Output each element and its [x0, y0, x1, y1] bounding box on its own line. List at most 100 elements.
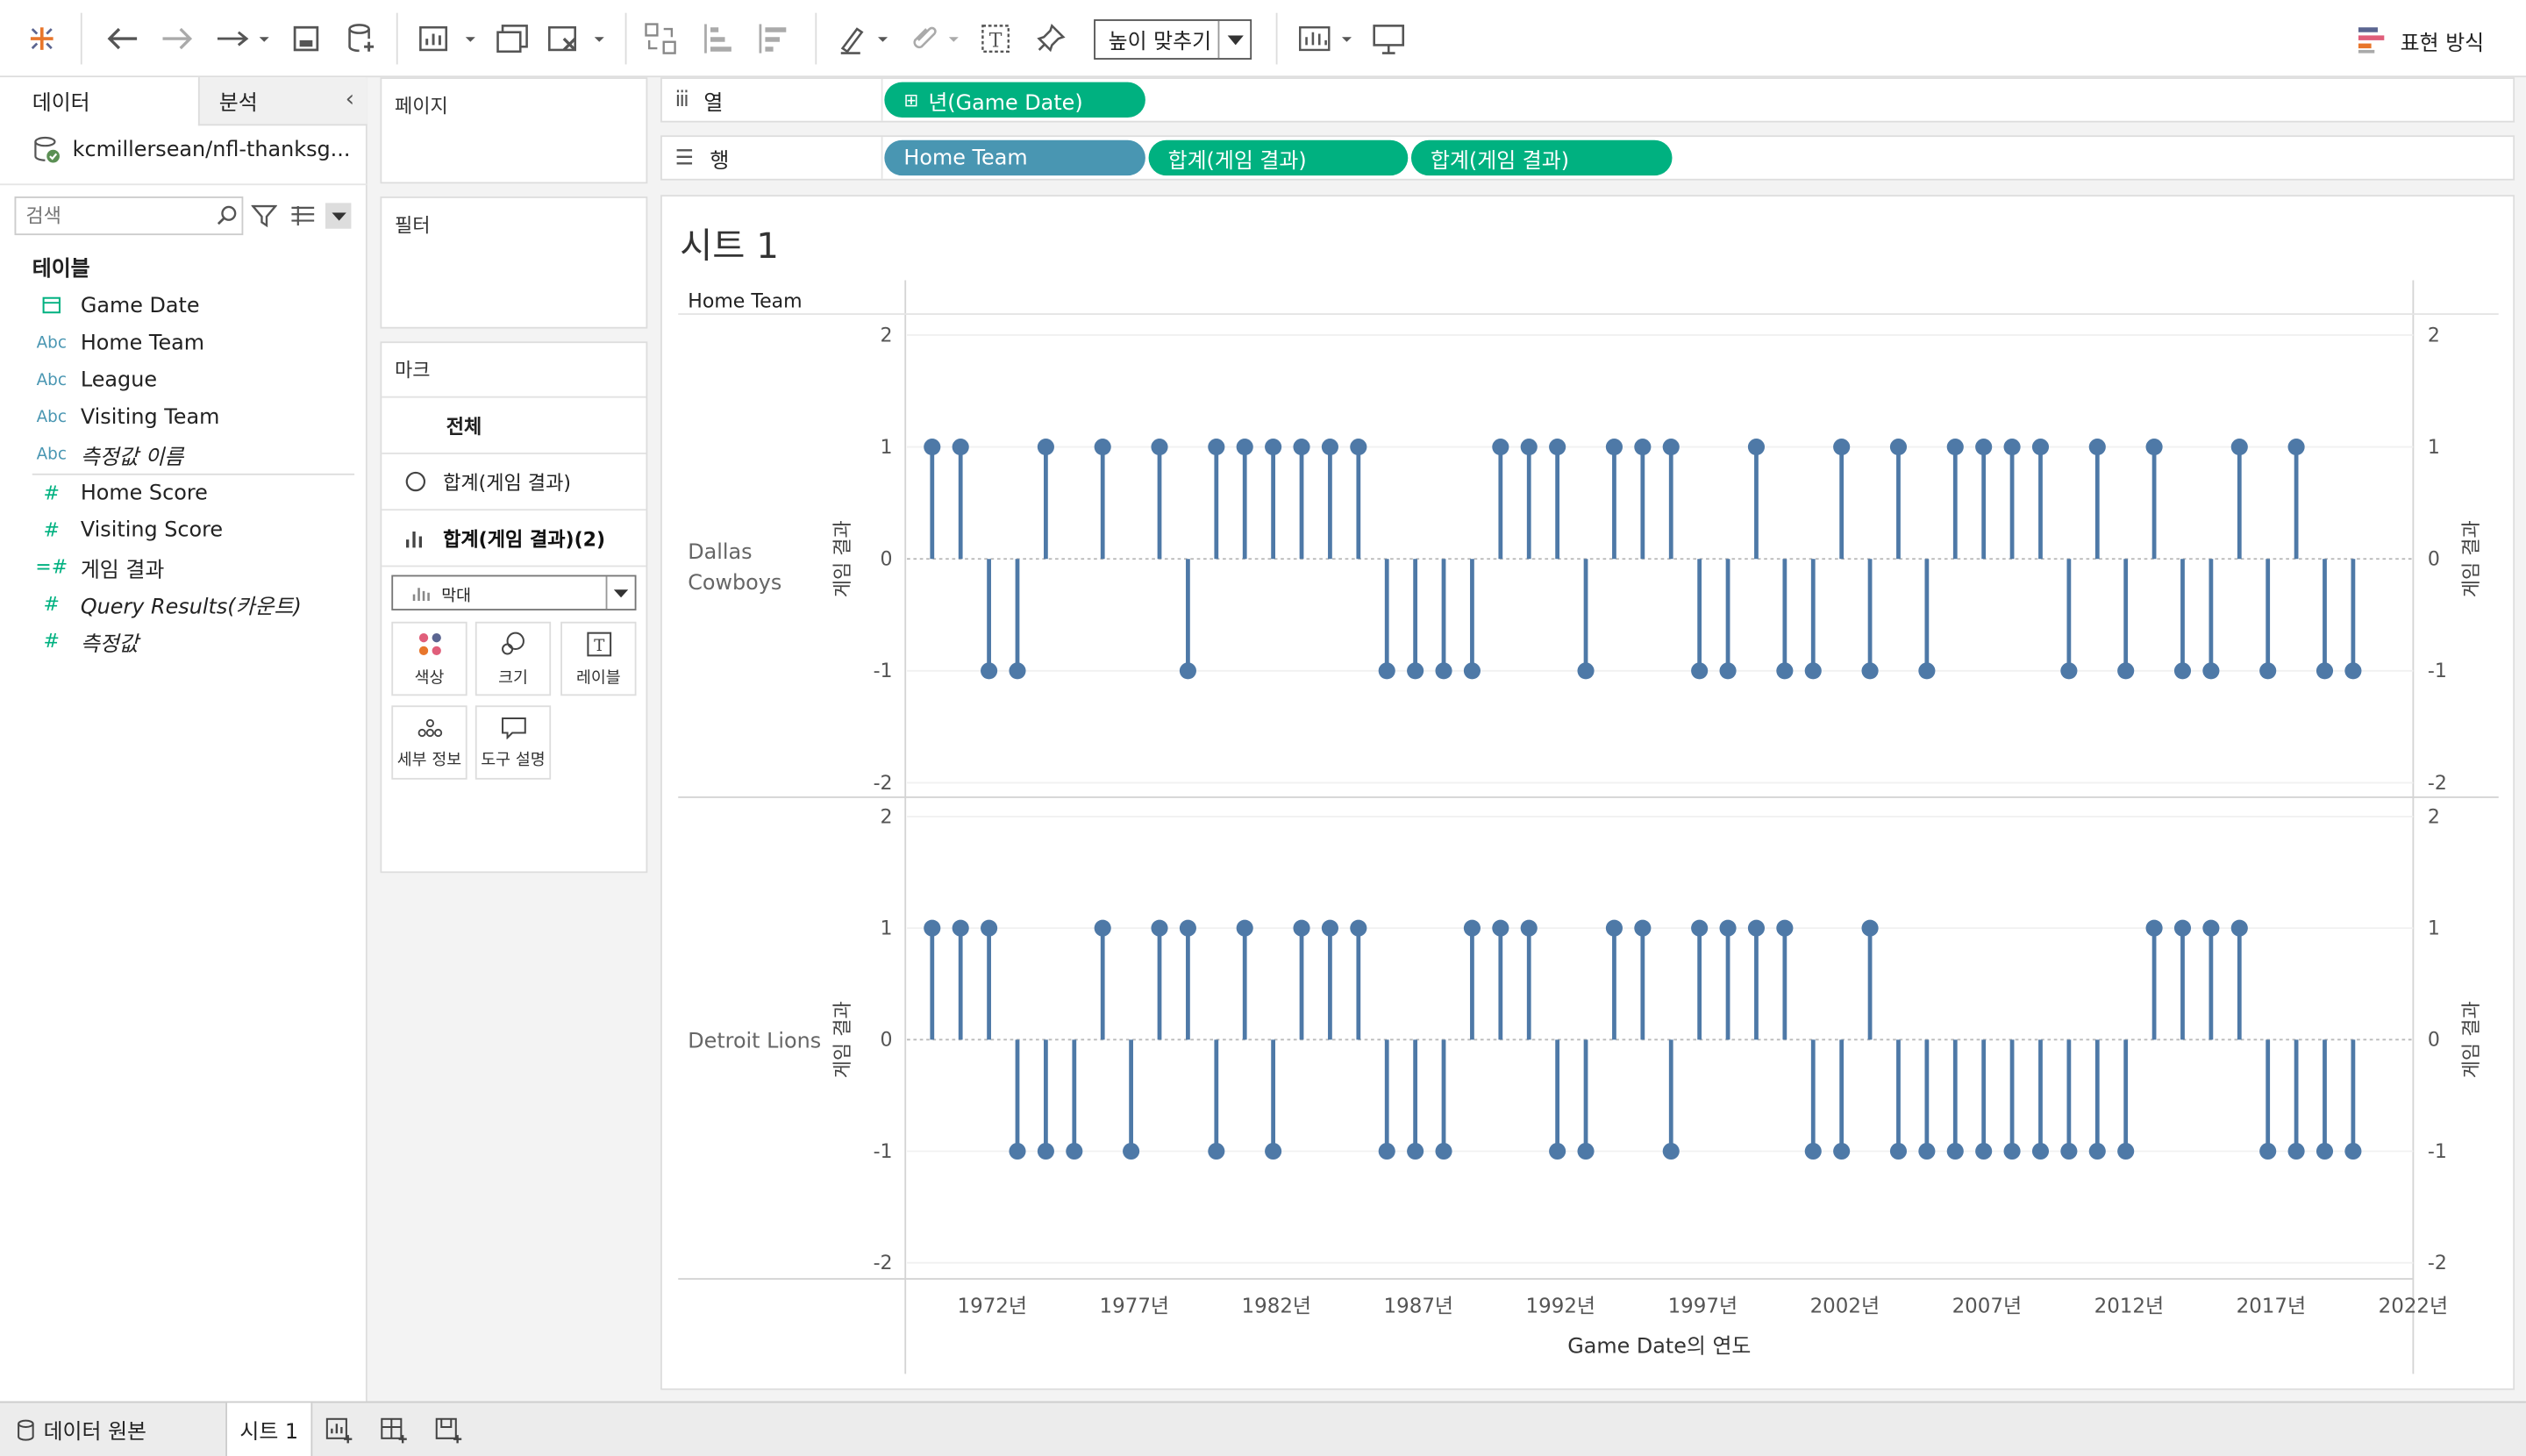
show-me-button[interactable]: 표현 방식 [2355, 23, 2484, 58]
lollipop-dot [1094, 919, 1111, 937]
lollipop-dot [1407, 662, 1424, 680]
tab-analysis[interactable]: 분석 ‹ [197, 77, 367, 126]
lollipop-dot [1293, 919, 1310, 937]
field-item[interactable]: # Query Results(카운트) [32, 588, 302, 620]
label-icon: T [586, 631, 611, 656]
tab-data[interactable]: 데이터 [0, 77, 198, 126]
field-item[interactable]: =# 게임 결과 [32, 551, 164, 583]
detail-button[interactable]: 세부 정보 [391, 705, 467, 780]
rows-pill-home-team[interactable]: Home Team [884, 139, 1145, 176]
label-button[interactable]: T 레이블 [560, 621, 637, 696]
tableau-logo-icon[interactable] [23, 19, 61, 58]
new-worksheet-icon[interactable] [416, 19, 483, 58]
columns-pill-year[interactable]: ⊞ 년(Game Date) [884, 82, 1145, 118]
fit-dropdown[interactable]: 높이 맞추기 [1094, 19, 1252, 60]
chevron-down-icon [325, 203, 352, 229]
pages-title: 페이지 [394, 95, 448, 118]
field-item[interactable]: # 측정값 [32, 625, 139, 657]
field-name: Home Score [80, 481, 208, 505]
lollipop-dot [1321, 439, 1338, 456]
x-tick-label: 2017년 [2237, 1295, 2306, 1318]
presentation-mode-icon[interactable] [1369, 19, 1408, 58]
rows-pill-sum2[interactable]: 합계(게임 결과) [1410, 139, 1673, 176]
tooltip-button[interactable]: 도구 설명 [475, 705, 552, 780]
rows-shelf-label: ☰ 행 [662, 137, 883, 179]
pages-card[interactable]: 페이지 [380, 77, 648, 184]
x-tick-label: 1972년 [958, 1295, 1027, 1318]
lollipop-dot [1719, 662, 1737, 680]
lollipop-dot [1549, 1142, 1566, 1160]
datasource-item[interactable]: kcmillersean/nfl-thanksg... [32, 132, 354, 168]
save-icon[interactable] [287, 19, 325, 58]
lollipop-dot [1520, 919, 1538, 937]
field-name: 측정값 이름 [80, 445, 184, 470]
field-item[interactable]: Abc 측정값 이름 [32, 438, 184, 470]
new-datasource-icon[interactable] [341, 19, 380, 58]
sheet-title: 시트 1 [680, 226, 780, 268]
svg-text:T: T [593, 636, 604, 654]
lollipop-dot [952, 439, 969, 456]
columns-shelf[interactable]: iii 열 ⊞ 년(Game Date) [660, 77, 2515, 123]
filters-card[interactable]: 필터 [380, 196, 648, 329]
calendar-icon [32, 294, 71, 318]
new-story-icon[interactable] [435, 1416, 464, 1451]
y-tick-label-left: 1 [881, 918, 893, 940]
sort-descending-icon[interactable] [754, 19, 793, 58]
sheet-tab[interactable]: 시트 1 [225, 1402, 313, 1456]
new-dashboard-icon[interactable] [380, 1416, 409, 1451]
lollipop-dot [1833, 1142, 1851, 1160]
filter-fields-icon[interactable] [250, 203, 278, 235]
marks-tab-all[interactable]: 전체 [382, 398, 646, 453]
duplicate-sheet-icon[interactable] [493, 19, 532, 58]
size-button[interactable]: 크기 [475, 621, 552, 696]
lollipop-dot [1179, 662, 1196, 680]
lollipop-dot [2316, 1142, 2334, 1160]
datasource-tab[interactable]: 데이터 원본 [0, 1402, 225, 1456]
lollipop-dot [1691, 919, 1709, 937]
search-box[interactable] [14, 196, 244, 236]
x-tick-label: 2012년 [2094, 1295, 2164, 1318]
toolbar: T 높이 맞추기 표현 방식 [0, 0, 2526, 78]
collapse-pane-icon[interactable]: ‹ [345, 87, 355, 113]
lollipop-dot [1946, 439, 1964, 456]
search-input[interactable] [25, 204, 213, 227]
view-options-dropdown[interactable] [290, 200, 354, 232]
clear-sheet-icon[interactable] [545, 19, 612, 58]
lollipop-dot [2145, 919, 2163, 937]
y-tick-label-right: 2 [2428, 325, 2440, 346]
lollipop-dot [1549, 439, 1566, 456]
data-pane: 데이터 분석 ‹ kcmillersean/nfl-thanksg... 테이블… [0, 77, 367, 1402]
sort-ascending-icon[interactable] [699, 19, 738, 58]
color-button[interactable]: 색상 [391, 621, 467, 696]
group-icon[interactable] [905, 19, 967, 58]
rows-shelf[interactable]: ☰ 행 Home Team 합계(게임 결과) 합계(게임 결과) [660, 135, 2515, 181]
highlight-icon[interactable] [834, 19, 896, 58]
field-name: Game Date [80, 294, 200, 318]
undo-icon[interactable] [103, 19, 142, 58]
replay-icon[interactable] [212, 19, 270, 58]
swap-icon[interactable] [641, 19, 680, 58]
field-item[interactable]: Abc League [32, 364, 157, 396]
field-item[interactable]: Game Date [32, 290, 200, 323]
size-label: 크기 [498, 668, 528, 688]
show-mark-labels-icon[interactable]: T [976, 19, 1015, 58]
marks-tab-sum1[interactable]: 합계(게임 결과) [382, 454, 646, 509]
rows-pill-sum1[interactable]: 합계(게임 결과) [1148, 139, 1409, 176]
field-item[interactable]: Abc Home Team [32, 327, 204, 360]
mark-type-dropdown[interactable]: 막대 [391, 575, 637, 610]
field-item[interactable]: Abc Visiting Team [32, 401, 220, 433]
marks-tab-sum2[interactable]: 합계(게임 결과)(2) [382, 510, 646, 565]
lollipop-dot [2173, 662, 2192, 680]
fix-axes-icon[interactable] [1031, 19, 1069, 58]
show-cards-icon[interactable] [1295, 19, 1359, 58]
x-tick-label: 1982년 [1242, 1295, 1311, 1318]
redo-icon[interactable] [158, 19, 196, 58]
new-worksheet-icon[interactable] [325, 1416, 354, 1451]
field-item[interactable]: # Visiting Score [32, 514, 224, 546]
lollipop-dot [1179, 919, 1196, 937]
lollipop-dot [1889, 1142, 1908, 1160]
field-item[interactable]: # Home Score [32, 477, 208, 510]
y-axis-title-left: 게임 결과 [832, 1001, 854, 1078]
